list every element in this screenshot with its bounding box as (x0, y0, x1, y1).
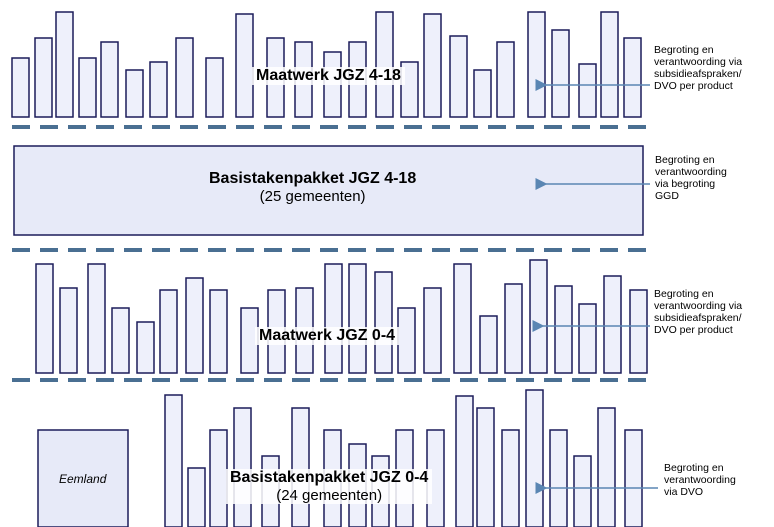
bar (34, 37, 53, 118)
note-line: verantwoording (655, 166, 727, 178)
bar (78, 57, 97, 118)
bar (501, 429, 520, 527)
section-title-maatwerk-4-18: Maatwerk JGZ 4-18 (252, 67, 405, 85)
bar (597, 407, 616, 527)
section-title-basistakenpakket-4-18: Basistakenpakket JGZ 4-18 (25 gemeenten) (205, 170, 420, 205)
note-line: subsidieafspraken/ (654, 68, 742, 80)
maatwerk-0-4-bars (35, 259, 648, 374)
bar (603, 275, 622, 374)
bar (400, 61, 419, 118)
bar (87, 263, 106, 374)
bar (209, 289, 228, 374)
bar (136, 321, 155, 374)
bar (504, 283, 523, 374)
note-basistakenpakket-4-18: Begroting en verantwoording via begrotin… (655, 154, 770, 202)
bar (629, 289, 648, 374)
section-title-basistakenpakket-0-4: Basistakenpakket JGZ 0-4 (24 gemeenten) (226, 469, 433, 504)
bar (529, 259, 548, 374)
note-line: Begroting en (664, 462, 724, 474)
bar (374, 271, 393, 374)
note-line: Begroting en (654, 44, 714, 56)
bar (175, 37, 194, 118)
bar (205, 57, 224, 118)
bar (185, 277, 204, 374)
note-line: verantwoording (664, 474, 736, 486)
bar (496, 41, 515, 118)
bar (623, 37, 642, 118)
bar (578, 63, 597, 118)
bar (348, 263, 367, 374)
bar (125, 69, 144, 118)
bar (573, 455, 592, 527)
title-text: Maatwerk JGZ 4-18 (256, 67, 401, 84)
bar (453, 263, 472, 374)
note-line: DVO per product (654, 80, 733, 92)
bar (600, 11, 619, 118)
bar (59, 287, 78, 374)
bar (549, 429, 568, 527)
bar (149, 61, 168, 118)
bar (324, 263, 343, 374)
bar (479, 315, 498, 374)
note-line: GGD (655, 190, 679, 202)
note-line: subsidieafspraken/ (654, 312, 742, 324)
title-text: Maatwerk JGZ 0-4 (259, 327, 396, 344)
note-basistakenpakket-0-4: Begroting en verantwoording via DVO (664, 462, 774, 498)
basistakenpakket-0-4-bars (164, 389, 643, 527)
note-line: verantwoording via (654, 56, 743, 68)
bar (554, 285, 573, 374)
note-line: DVO per product (654, 324, 733, 336)
bar (164, 394, 183, 527)
maatwerk-4-18-bars (11, 11, 642, 118)
bar (527, 11, 546, 118)
bar (397, 307, 416, 374)
note-maatwerk-4-18: Begroting en verantwoording via subsidie… (654, 44, 769, 92)
note-line: Begroting en (655, 154, 715, 166)
note-line: via begroting (655, 178, 716, 190)
bar (159, 289, 178, 374)
bar (455, 395, 474, 527)
bar (476, 407, 495, 527)
bar (291, 407, 310, 527)
bar (187, 467, 206, 527)
bar (11, 57, 30, 118)
bar (423, 287, 442, 374)
bar (551, 29, 570, 118)
section-title-maatwerk-0-4: Maatwerk JGZ 0-4 (255, 327, 400, 345)
bar (578, 303, 597, 374)
note-line: verantwoording via (654, 300, 743, 312)
bar (55, 11, 74, 118)
arrows (532, 79, 658, 494)
bar (525, 389, 544, 527)
note-line: via DVO (664, 486, 704, 498)
bar (209, 429, 228, 527)
bar (473, 69, 492, 118)
section-dividers (12, 125, 646, 382)
bar (624, 429, 643, 527)
title-text: Basistakenpakket JGZ 0-4 (230, 469, 429, 486)
subtitle-text: (25 gemeenten) (259, 188, 366, 205)
bar (100, 41, 119, 118)
title-text: Basistakenpakket JGZ 4-18 (209, 170, 417, 187)
note-maatwerk-0-4: Begroting en verantwoording via subsidie… (654, 288, 769, 336)
bar (449, 35, 468, 118)
basistakenpakket-4-18-box (13, 145, 644, 236)
eemland-box (37, 429, 129, 527)
note-line: Begroting en (654, 288, 714, 300)
bar (235, 13, 254, 118)
bar (111, 307, 130, 374)
bar (375, 11, 394, 118)
bar (233, 407, 252, 527)
bar (423, 13, 442, 118)
subtitle-text: (24 gemeenten) (276, 487, 383, 504)
eemland-label: Eemland (59, 472, 107, 486)
bar (35, 263, 54, 374)
